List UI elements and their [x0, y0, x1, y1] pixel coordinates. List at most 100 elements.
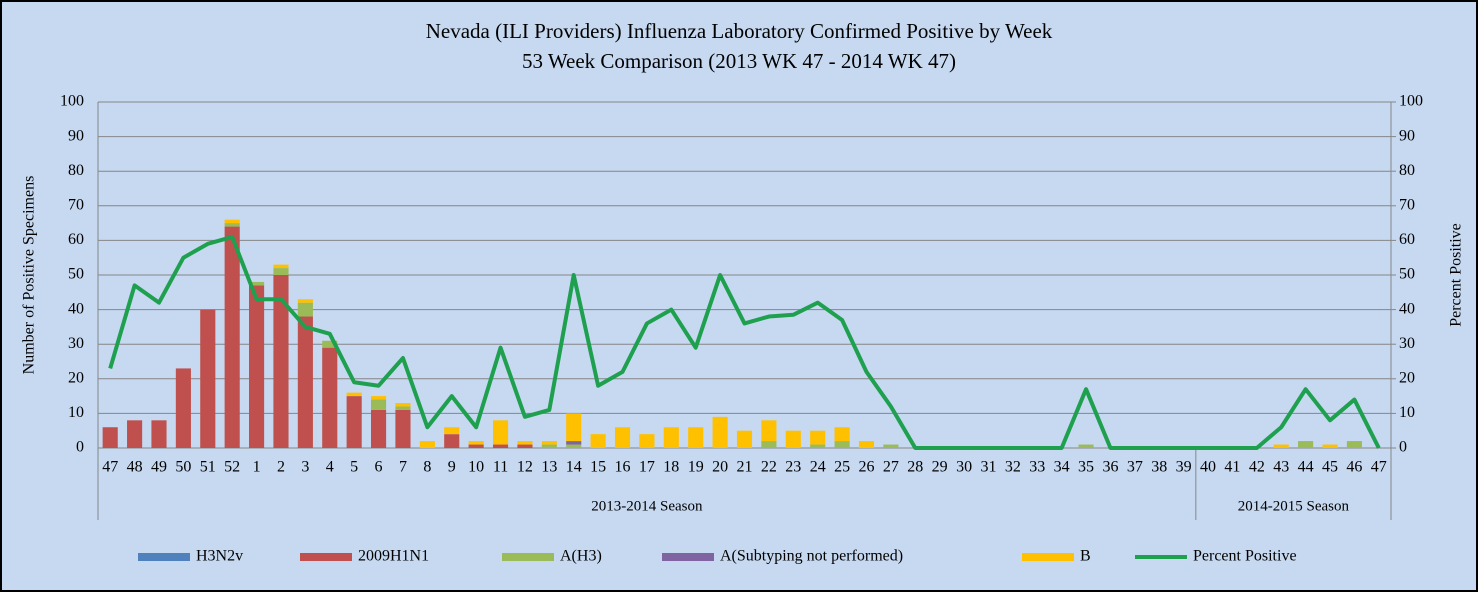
- x-tick-label: 23: [785, 459, 801, 476]
- x-tick-label: 2: [277, 459, 285, 476]
- bar: [590, 434, 606, 448]
- y-tick-label: 0: [76, 439, 84, 456]
- bar: [370, 409, 387, 448]
- x-tick-label: 21: [737, 459, 753, 476]
- bar: [492, 420, 509, 445]
- bar: [1322, 444, 1338, 448]
- bar: [370, 396, 387, 400]
- bar: [785, 430, 801, 448]
- legend-swatch: [1022, 553, 1074, 561]
- y-tick-label: 20: [68, 369, 84, 386]
- bar: [541, 441, 557, 445]
- y-tick-label: 90: [68, 127, 84, 144]
- legend-label: 2009H1N1: [358, 548, 429, 565]
- legend-swatch: [300, 553, 352, 561]
- x-tick-label: 51: [200, 459, 216, 476]
- legend-label: A(H3): [560, 548, 602, 565]
- bar: [444, 434, 460, 448]
- x-tick-label: 46: [1346, 459, 1362, 476]
- legend-label: B: [1080, 548, 1091, 565]
- y-tick-label: 70: [68, 196, 84, 213]
- x-tick-label: 27: [883, 459, 899, 476]
- x-tick-label: 9: [448, 459, 456, 476]
- legend-label: H3N2v: [196, 548, 243, 565]
- x-tick-label: 30: [956, 459, 972, 476]
- x-tick-label: 52: [224, 459, 240, 476]
- y-tick-label: 50: [68, 266, 84, 283]
- bar: [224, 219, 240, 224]
- bar: [541, 444, 557, 448]
- x-tick-label: 38: [1151, 459, 1167, 476]
- bar: [639, 434, 655, 448]
- bar: [834, 427, 850, 442]
- y2-tick-label: 70: [1399, 196, 1415, 213]
- x-tick-label: 22: [761, 459, 777, 476]
- y2-tick-label: 20: [1399, 369, 1415, 386]
- bar: [346, 392, 362, 397]
- bar: [1273, 444, 1289, 448]
- y2-tick-label: 80: [1399, 162, 1415, 179]
- x-tick-label: 10: [468, 459, 484, 476]
- bar: [249, 285, 265, 448]
- chart-title: Nevada (ILI Providers) Influenza Laborat…: [426, 19, 1053, 43]
- x-tick-label: 25: [834, 459, 850, 476]
- bar: [297, 316, 313, 448]
- x-tick-label: 44: [1298, 459, 1314, 476]
- x-tick-label: 12: [517, 459, 533, 476]
- legend-label: Percent Positive: [1193, 548, 1297, 565]
- x-tick-label: 42: [1249, 459, 1265, 476]
- x-tick-label: 48: [127, 459, 143, 476]
- group-label: 2014-2015 Season: [1238, 498, 1350, 514]
- y2-tick-label: 10: [1399, 404, 1415, 421]
- bar: [810, 430, 826, 445]
- bar: [858, 441, 875, 448]
- x-tick-label: 20: [712, 459, 728, 476]
- x-tick-label: 31: [980, 459, 996, 476]
- y2-tick-label: 0: [1399, 439, 1407, 456]
- bar: [273, 275, 289, 448]
- bar: [297, 302, 313, 317]
- x-tick-label: 32: [1005, 459, 1021, 476]
- bar: [273, 264, 289, 269]
- x-tick-label: 49: [151, 459, 167, 476]
- x-tick-label: 18: [663, 459, 679, 476]
- bar: [395, 406, 411, 410]
- y2-tick-label: 50: [1399, 266, 1415, 283]
- bar: [419, 441, 435, 448]
- bar: [712, 416, 728, 448]
- x-tick-label: 35: [1078, 459, 1094, 476]
- legend-swatch: [662, 553, 714, 561]
- y2-axis-title: Percent Positive: [1448, 223, 1465, 327]
- bar: [249, 281, 265, 286]
- bar: [566, 413, 582, 442]
- bar: [736, 430, 753, 448]
- bar: [492, 444, 509, 448]
- x-tick-label: 8: [423, 459, 431, 476]
- bar: [273, 268, 289, 275]
- bar: [322, 340, 338, 348]
- bar: [517, 444, 533, 448]
- bar: [1078, 444, 1094, 448]
- bar: [151, 420, 167, 448]
- x-tick-label: 3: [301, 459, 309, 476]
- y2-tick-label: 40: [1399, 300, 1415, 317]
- x-tick-label: 11: [493, 459, 508, 476]
- x-tick-label: 36: [1102, 459, 1118, 476]
- bar: [224, 223, 240, 227]
- bar: [468, 444, 484, 448]
- bar: [346, 396, 362, 448]
- bar: [102, 427, 118, 448]
- bar: [834, 441, 850, 448]
- bar: [761, 420, 777, 442]
- legend-swatch: [502, 553, 554, 561]
- x-tick-label: 4: [326, 459, 334, 476]
- x-tick-label: 47: [1371, 459, 1387, 476]
- bar: [883, 444, 899, 448]
- x-tick-label: 14: [566, 459, 582, 476]
- y2-tick-label: 60: [1399, 231, 1415, 248]
- bar: [395, 403, 411, 407]
- x-tick-label: 43: [1273, 459, 1289, 476]
- bar: [566, 441, 582, 445]
